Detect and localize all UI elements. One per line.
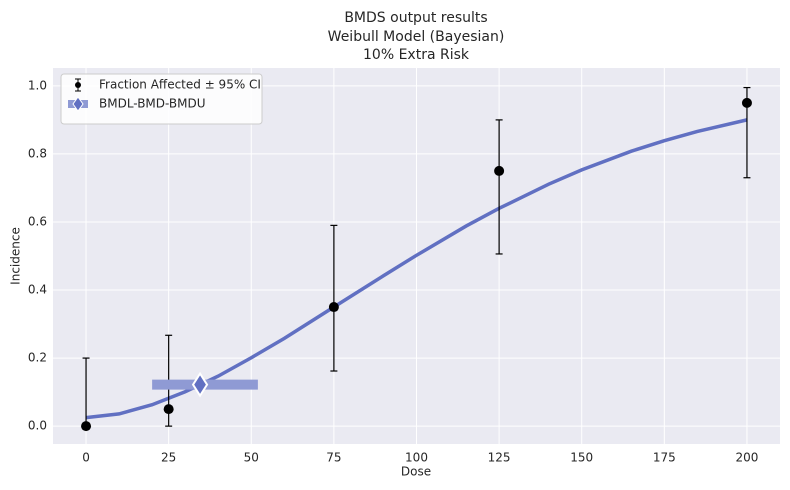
model-curve xyxy=(85,118,748,420)
y-axis-label: Incidence xyxy=(9,227,23,285)
x-tick-label: 200 xyxy=(736,451,759,465)
bmd-marker xyxy=(191,371,209,398)
legend-label: Fraction Affected ± 95% CI xyxy=(99,78,261,92)
x-tick-label: 75 xyxy=(326,451,341,465)
x-tick-label: 175 xyxy=(653,451,676,465)
y-tick-label: 0.4 xyxy=(28,283,47,297)
y-tick-label: 1.0 xyxy=(28,78,47,92)
title-line: BMDS output results xyxy=(344,10,487,26)
data-point xyxy=(163,404,174,415)
x-tick-label: 125 xyxy=(488,451,511,465)
y-tick-label: 0.2 xyxy=(28,351,47,365)
legend: Fraction Affected ± 95% CI BMDL-BMD-BMDU xyxy=(60,73,263,125)
data-point xyxy=(741,97,752,108)
x-tick-label: 25 xyxy=(161,451,176,465)
data-point xyxy=(81,421,92,432)
x-tick-label: 150 xyxy=(570,451,593,465)
legend-symbol xyxy=(75,82,81,88)
error-bar xyxy=(330,224,338,372)
x-tick-label: 50 xyxy=(244,451,259,465)
x-tick-label: 0 xyxy=(82,451,90,465)
legend-label: BMDL-BMD-BMDU xyxy=(99,97,206,111)
x-tick-label: 100 xyxy=(405,451,428,465)
title-line: 10% Extra Risk xyxy=(363,47,470,63)
legend-box xyxy=(60,73,263,125)
error-bar xyxy=(495,119,503,255)
legend-symbol xyxy=(72,96,84,112)
y-tick-label: 0.6 xyxy=(28,214,47,228)
y-tick-label: 0.8 xyxy=(28,146,47,160)
x-axis-label: Dose xyxy=(401,465,431,479)
data-point xyxy=(494,165,505,176)
y-tick-label: 0.0 xyxy=(28,419,47,433)
data-point xyxy=(328,302,339,313)
title-line: Weibull Model (Bayesian) xyxy=(328,29,505,45)
